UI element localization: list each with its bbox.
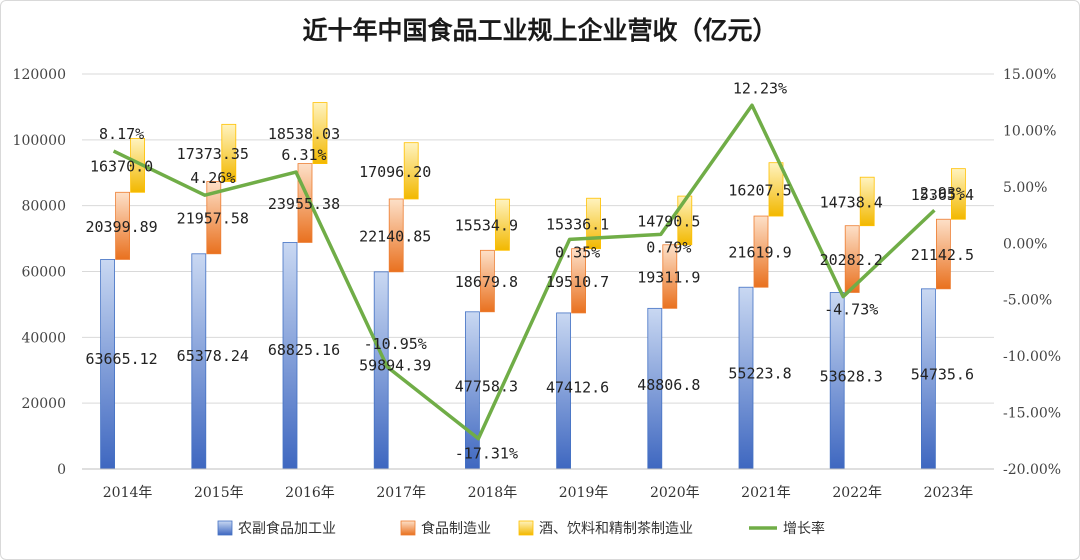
bar-data-label: 16370.0	[90, 157, 153, 175]
growth-rate-line	[112, 103, 936, 441]
data-labels: 63665.12 65378.24 68825.16 59894.39 47758.3 4…	[85, 79, 974, 462]
bar-data-label: 63665.12	[85, 350, 157, 368]
x-tick-label: 2023年	[924, 485, 974, 501]
y-tick-label: 0	[57, 462, 66, 478]
legend-swatch	[518, 520, 534, 536]
y2-tick-label: -20.00%	[1003, 462, 1061, 478]
bar-data-label: 55223.8	[728, 365, 791, 383]
bar-data-label: 15365.4	[911, 186, 974, 204]
y-axis-right: -20.00% -15.00% -10.00% -5.00% 0.00% 5.00% 10.…	[1003, 67, 1061, 478]
bar-drink	[951, 168, 966, 220]
bar-food	[753, 215, 769, 288]
bar-drink	[494, 198, 510, 251]
y2-tick-label: 5.00%	[1003, 180, 1047, 196]
growth-data-label: 12.23%	[733, 79, 787, 97]
bar-data-label: 17096.20	[359, 163, 431, 181]
bar-data-label: 54735.6	[911, 366, 974, 384]
bar-food	[206, 181, 222, 255]
growth-data-label: -10.95%	[364, 335, 427, 353]
bar-data-label: 17373.35	[177, 145, 249, 163]
x-tick-label: 2020年	[650, 485, 700, 501]
bar-data-label: 53628.3	[820, 367, 883, 385]
legend-swatch	[400, 520, 416, 536]
bar-data-label: 19510.7	[546, 273, 609, 291]
bar-food	[662, 244, 678, 309]
x-tick-label: 2022年	[832, 485, 882, 501]
y-tick-label: 60000	[21, 265, 66, 281]
bar-data-label: 47758.3	[455, 378, 518, 396]
bar-data-label: 65378.24	[177, 347, 249, 365]
x-tick-label: 2019年	[559, 485, 609, 501]
bar-drink	[221, 123, 237, 182]
stacked-bars	[100, 102, 966, 470]
y2-tick-label: -15.00%	[1003, 406, 1061, 422]
y-axis-left: 0 20000 40000 60000 80000 100000 120000	[13, 67, 66, 478]
legend-swatch	[217, 520, 233, 536]
growth-data-label: 2.93%	[920, 184, 965, 202]
bar-data-label: 18679.8	[455, 273, 518, 291]
x-tick-label: 2017年	[376, 485, 426, 501]
growth-line	[112, 103, 936, 441]
bar-drink	[768, 162, 784, 217]
bar-drink	[859, 176, 875, 227]
bar-food	[388, 198, 404, 273]
legend-label: 农副食品加工业	[238, 520, 336, 537]
bar-data-label: 68825.16	[268, 341, 340, 359]
legend: 农副食品加工业 食品制造业 酒、饮料和精制茶制造业 增长率	[217, 520, 825, 537]
growth-data-label: 6.31%	[281, 146, 326, 164]
bar-data-label: 21957.58	[177, 210, 249, 228]
bar-data-label: 15336.1	[546, 215, 609, 233]
bar-food	[115, 191, 130, 260]
bar-data-label: 14790.5	[637, 212, 700, 230]
y-tick-label: 40000	[21, 330, 66, 346]
bar-data-label: 16207.5	[728, 181, 791, 199]
chart-title: 近十年中国食品工业规上企业营收（亿元）	[302, 16, 777, 45]
y2-tick-label: 10.00%	[1003, 123, 1056, 139]
bar-data-label: 47412.6	[546, 378, 609, 396]
bar-food	[479, 249, 495, 313]
x-tick-label: 2018年	[468, 485, 518, 501]
bar-data-label: 48806.8	[637, 376, 700, 394]
bar-food	[571, 248, 586, 314]
growth-data-label: 8.17%	[99, 125, 144, 143]
y2-tick-label: 15.00%	[1003, 67, 1056, 83]
bar-data-label: 15534.9	[455, 217, 518, 235]
y-tick-label: 80000	[21, 199, 66, 215]
bar-food	[844, 225, 860, 293]
x-tick-label: 2014年	[103, 485, 153, 501]
growth-data-label: -4.73%	[824, 301, 878, 319]
x-axis: 2014年 2015年 2016年 2017年 2018年 2019年 2020年 2021年…	[82, 468, 994, 501]
legend-label: 增长率	[783, 520, 825, 537]
legend-label: 食品制造业	[421, 520, 491, 537]
y2-tick-label: -10.00%	[1003, 349, 1061, 365]
y-tick-label: 100000	[13, 133, 66, 149]
bar-food	[936, 218, 951, 290]
growth-data-label: 0.35%	[555, 243, 600, 261]
bar-data-label: 22140.85	[359, 227, 431, 245]
x-tick-label: 2016年	[285, 485, 335, 501]
bar-drink	[403, 142, 419, 200]
growth-data-label: -17.31%	[455, 445, 518, 463]
growth-data-label: 4.26%	[190, 169, 235, 187]
bar-data-label: 18538.03	[268, 125, 340, 143]
growth-data-label: 0.79%	[646, 238, 691, 256]
bar-data-label: 20282.2	[820, 251, 883, 269]
x-tick-label: 2021年	[741, 485, 791, 501]
y2-tick-label: 0.00%	[1003, 236, 1047, 252]
y-tick-label: 120000	[13, 67, 66, 83]
bar-drink	[312, 102, 328, 164]
bar-data-label: 19311.9	[637, 269, 700, 287]
bar-data-label: 21619.9	[728, 244, 791, 262]
legend-label: 酒、饮料和精制茶制造业	[539, 521, 693, 537]
bar-data-label: 59894.39	[359, 357, 431, 375]
y-tick-label: 20000	[21, 396, 66, 412]
x-tick-label: 2015年	[194, 485, 244, 501]
bar-data-label: 20399.89	[85, 218, 157, 236]
bar-data-label: 14738.4	[820, 193, 883, 211]
y2-tick-label: -5.00%	[1003, 293, 1052, 309]
bar-data-label: 23955.38	[268, 195, 340, 213]
bar-data-label: 21142.5	[911, 246, 974, 264]
